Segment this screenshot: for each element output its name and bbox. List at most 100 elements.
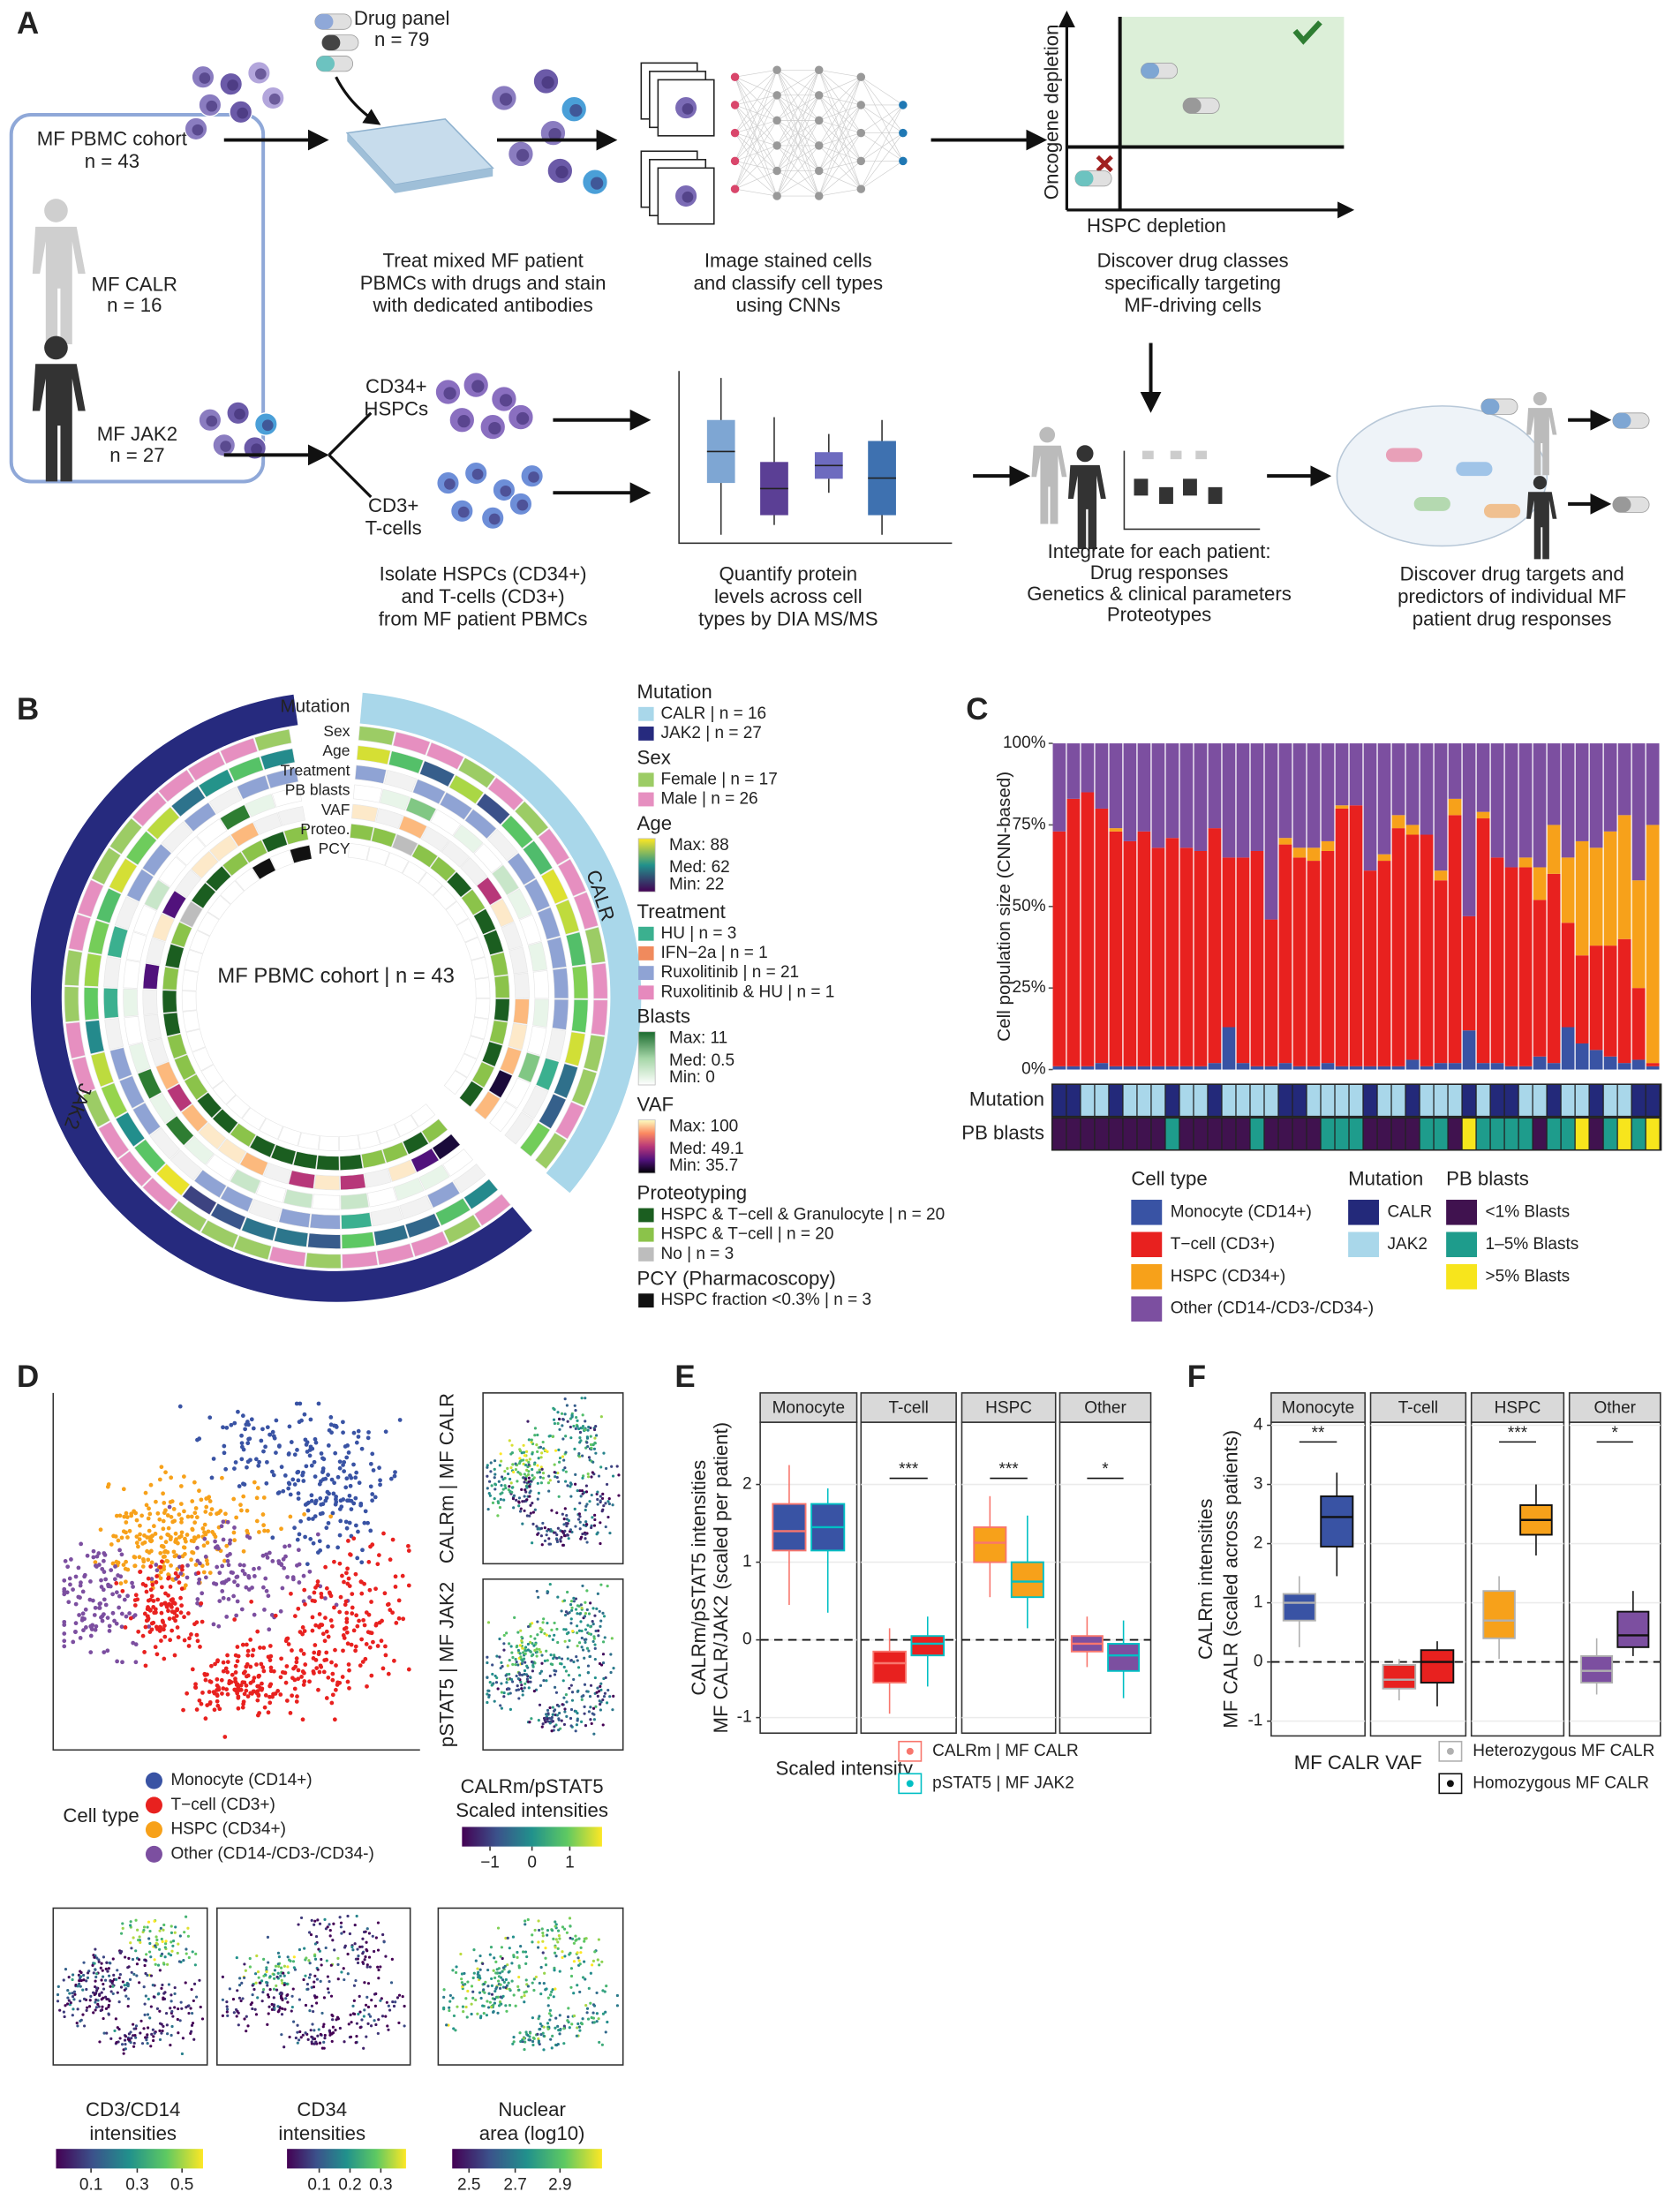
tsne-point: [529, 1635, 532, 1638]
tsne-point: [340, 1675, 345, 1679]
tsne-point: [597, 1938, 600, 1941]
bar-segment: [1363, 1066, 1377, 1070]
tsne-point: [608, 1531, 612, 1535]
tsne-point: [228, 1552, 232, 1556]
bar-segment: [1250, 1066, 1264, 1070]
tsne-point: [583, 1615, 587, 1618]
tsne-point: [177, 1960, 182, 1963]
tsne-point: [316, 1401, 321, 1406]
tsne-point: [161, 1940, 164, 1943]
tsne-point: [75, 2022, 79, 2025]
tsne-point: [260, 1553, 266, 1558]
ring-segment: [142, 962, 161, 990]
tsne-point: [105, 1961, 109, 1964]
tsne-point: [56, 1992, 60, 1997]
tsne-point: [549, 2014, 553, 2017]
ring-segment: [158, 856, 187, 887]
tsne-point: [482, 1988, 486, 1992]
tsne-point: [363, 1509, 368, 1514]
label: Genetics & clinical parameters: [1027, 583, 1292, 605]
tsne-point: [600, 1510, 604, 1513]
tsne-point: [604, 2030, 607, 2034]
tsne-point: [115, 2040, 118, 2045]
tsne-point: [290, 1676, 295, 1681]
tsne-point: [539, 1456, 543, 1459]
tsne-point: [494, 1987, 498, 1991]
tsne-point: [359, 1591, 365, 1596]
tsne-point: [271, 1473, 276, 1478]
tsne-point: [388, 1476, 394, 1481]
tsne-point: [165, 1532, 170, 1537]
tsne-point: [528, 2035, 531, 2038]
tsne-point: [576, 2022, 580, 2026]
tsne-point: [362, 1623, 367, 1628]
ring-segment: [182, 1010, 200, 1033]
network-edge: [776, 70, 820, 197]
tsne-point: [62, 1623, 67, 1627]
label: ***: [1508, 1424, 1528, 1442]
bar-segment: [1307, 1066, 1321, 1070]
bar-segment: [1278, 743, 1292, 839]
tsne-point: [308, 2009, 312, 2013]
tsne-point: [153, 1958, 156, 1962]
tsne-point: [535, 1589, 539, 1593]
tsne-point: [66, 1996, 70, 2000]
tsne-point: [304, 2031, 307, 2035]
tsne-point: [584, 1628, 588, 1631]
tsne-point: [186, 1934, 190, 1938]
bar-segment: [1137, 743, 1151, 832]
ring-segment: [448, 774, 485, 805]
network-edge: [818, 94, 862, 162]
bar-segment: [1420, 743, 1434, 835]
tsne-point: [320, 1466, 326, 1471]
tsne-point: [527, 1438, 531, 1442]
tsne-point: [313, 1436, 318, 1442]
tsne-point: [546, 1529, 549, 1533]
label: n = 16: [107, 294, 162, 316]
tsne-point: [173, 1531, 178, 1536]
tsne-point: [610, 1637, 614, 1640]
tsne-point: [252, 1987, 256, 1992]
tsne-point: [307, 1976, 312, 1979]
tsne-point: [277, 1955, 281, 1959]
tsne-point: [124, 1614, 129, 1619]
tsne-point: [520, 1458, 524, 1462]
tsne-point: [195, 1546, 200, 1550]
ring-segment: [426, 1180, 461, 1209]
tsne-point: [324, 1696, 329, 1700]
tsne-point: [232, 2011, 236, 2015]
tsne-point: [584, 1724, 588, 1728]
mini-box: [1142, 450, 1154, 460]
ring-segment: [565, 931, 587, 967]
label: 75%: [1013, 815, 1046, 833]
tsne-point: [505, 1984, 509, 1987]
tsne-point: [317, 1481, 322, 1487]
bar-segment: [1561, 1027, 1575, 1070]
person-body: [1031, 445, 1067, 524]
tsne-point: [363, 1930, 366, 1934]
tsne-point: [196, 1571, 201, 1576]
label: 0: [742, 1631, 752, 1649]
network-node: [899, 128, 908, 138]
tsne-point: [319, 1979, 322, 1983]
tsne-point: [580, 2022, 584, 2026]
tsne-point: [323, 1616, 328, 1621]
tsne-point: [296, 2023, 299, 2027]
tsne-point: [144, 1589, 149, 1594]
track-cell: [1603, 1084, 1617, 1116]
tsne-point: [531, 1467, 534, 1472]
tsne-point: [294, 2036, 298, 2040]
tsne-point: [486, 2000, 489, 2003]
track-cell: [1646, 1119, 1660, 1149]
tsne-point: [546, 1621, 549, 1625]
tsne-point: [591, 1712, 594, 1715]
tsne-point: [322, 2046, 326, 2050]
tsne-point: [558, 1417, 561, 1421]
tsne-point: [92, 2011, 95, 2015]
tsne-point: [505, 2009, 509, 2013]
tsne-point: [584, 1523, 589, 1526]
tsne-point: [471, 1990, 475, 1993]
tsne-point: [227, 1540, 232, 1546]
tsne-point: [345, 1566, 350, 1571]
tsne-point: [599, 1465, 603, 1469]
